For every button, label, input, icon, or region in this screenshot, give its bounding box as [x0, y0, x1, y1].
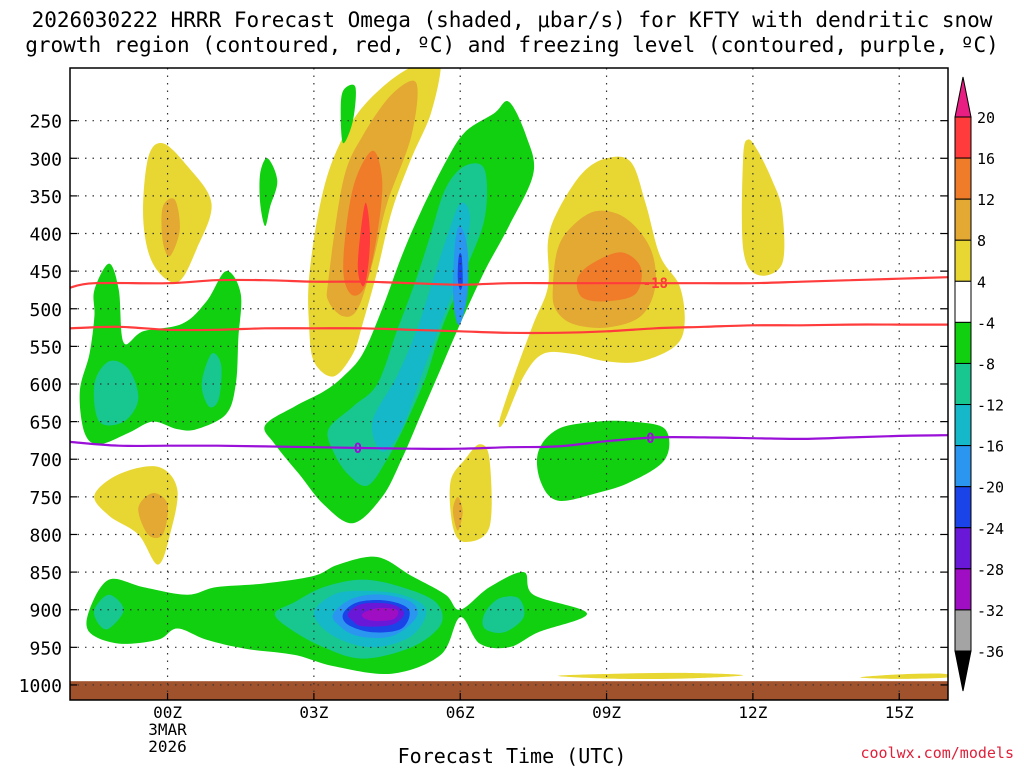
omega-region-5 — [357, 202, 371, 287]
omega-region-6 — [340, 84, 356, 144]
x-tick-label-15Z: 15Z — [885, 703, 914, 722]
y-tick-label-350: 350 — [29, 187, 62, 208]
x-tick-label-12Z: 12Z — [738, 703, 767, 722]
chart-title-line2: growth region (contoured, red, ºC) and f… — [25, 33, 999, 57]
omega-region-18 — [449, 444, 492, 542]
colorbar-bin-9 — [954, 486, 972, 529]
y-tick-label-650: 650 — [29, 413, 62, 434]
omega-region-26 — [94, 594, 124, 630]
omega-region-15 — [201, 353, 222, 408]
colorbar-label-9: -20 — [977, 479, 1004, 497]
grid-layer — [70, 68, 948, 700]
x-tick-sublabel-1: 2026 — [148, 737, 187, 756]
y-tick-label-800: 800 — [29, 525, 62, 546]
colorbar-label-12: -32 — [977, 602, 1004, 620]
colorbar-bin-5 — [954, 321, 972, 364]
y-tick-label-600: 600 — [29, 375, 62, 396]
colorbar-bin-12 — [954, 609, 972, 652]
contour-line-0 — [69, 276, 949, 289]
colorbar-bin-7 — [954, 404, 972, 447]
colorbar-bin-10 — [954, 527, 972, 570]
y-tick-label-250: 250 — [29, 112, 62, 133]
y-tick-label-700: 700 — [29, 450, 62, 471]
omega-region-23 — [741, 139, 785, 276]
y-tick-label-900: 900 — [29, 601, 62, 622]
chart-title-line1: 2026030222 HRRR Forecast Omega (shaded, … — [31, 8, 993, 32]
colorbar-label-5: -4 — [977, 314, 995, 332]
colorbar-bin-2 — [954, 198, 972, 241]
colorbar-bin-1 — [954, 157, 972, 200]
colorbar-label-6: -8 — [977, 355, 995, 373]
x-tick-label-03Z: 03Z — [299, 703, 328, 722]
colorbar-label-13: -36 — [977, 643, 1004, 661]
omega-region-17 — [138, 493, 169, 539]
omega-region-19 — [452, 496, 463, 531]
y-tick-label-850: 850 — [29, 563, 62, 584]
colorbar-bin-8 — [954, 445, 972, 488]
contour-line-2 — [69, 434, 949, 450]
colorbar: 20 16 12 8 4 -4 -8 -12 -16 -20 -24 -28 -32 -36 — [954, 76, 1004, 692]
colorbar-bin-0 — [954, 116, 972, 159]
omega-region-35 — [860, 673, 948, 679]
contour-label-0-0: -18 — [643, 276, 668, 292]
colorbar-label-2: 12 — [977, 191, 995, 209]
x-tick-label-00Z: 00Z — [153, 703, 182, 722]
colorbar-label-10: -24 — [977, 520, 1004, 538]
y-tick-label-950: 950 — [29, 638, 62, 659]
source-credit[interactable]: coolwx.com/models — [860, 744, 1014, 762]
y-tick-label-500: 500 — [29, 300, 62, 321]
y-tick-label-750: 750 — [29, 488, 62, 509]
colorbar-label-11: -28 — [977, 561, 1004, 579]
colorbar-bottom-cap — [954, 650, 972, 692]
contour-label-2-0: 0 — [354, 441, 362, 457]
y-tick-label-1000: 1000 — [19, 676, 62, 697]
colorbar-label-8: -16 — [977, 438, 1004, 456]
y-tick-label-400: 400 — [29, 225, 62, 246]
colorbar-bin-3 — [954, 239, 972, 282]
surface-terrain — [70, 681, 948, 700]
omega-region-16 — [94, 466, 178, 565]
x-tick-label-09Z: 09Z — [592, 703, 621, 722]
omega-region-34 — [557, 672, 744, 680]
omega-region-14 — [93, 360, 139, 426]
omega-region-28 — [482, 596, 525, 633]
colorbar-bin-11 — [954, 568, 972, 611]
contour-lines-layer: -18 0 0 — [69, 276, 949, 457]
x-tick-sublabel-0: 3MAR — [148, 720, 187, 739]
omega-shading-layer — [79, 68, 948, 680]
y-tick-label-550: 550 — [29, 337, 62, 358]
omega-region-1 — [161, 198, 180, 257]
omega-region-7 — [259, 158, 278, 227]
colorbar-label-0: 20 — [977, 109, 995, 127]
y-tick-label-300: 300 — [29, 149, 62, 170]
axes-layer: 250 300 350 400 450 500 550 600 650 700 750 800 850 9… — [19, 67, 949, 756]
contour-label-2-1: 0 — [646, 431, 654, 447]
colorbar-label-4: 4 — [977, 273, 986, 291]
omega-region-33 — [361, 607, 399, 621]
colorbar-top-cap — [954, 76, 972, 118]
colorbar-label-3: 8 — [977, 232, 986, 250]
omega-region-22 — [576, 252, 642, 302]
colorbar-label-7: -12 — [977, 397, 1004, 415]
omega-region-24 — [536, 420, 670, 501]
contour-line-1 — [69, 323, 948, 335]
y-tick-label-450: 450 — [29, 262, 62, 283]
colorbar-bin-4 — [954, 280, 972, 323]
colorbar-label-1: 16 — [977, 150, 995, 168]
colorbar-bin-6 — [954, 362, 972, 406]
surface-layer — [70, 681, 948, 700]
x-tick-label-06Z: 06Z — [446, 703, 475, 722]
x-axis-label: Forecast Time (UTC) — [397, 744, 627, 768]
omega-region-10 — [371, 202, 470, 452]
